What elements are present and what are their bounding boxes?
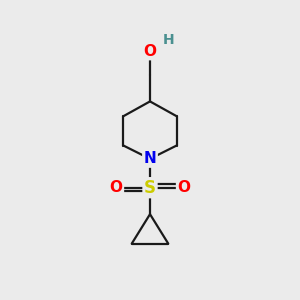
Text: H: H	[162, 34, 174, 47]
Text: O: O	[110, 180, 123, 195]
Text: O: O	[177, 180, 190, 195]
Text: N: N	[144, 151, 156, 166]
Text: S: S	[144, 179, 156, 197]
Text: O: O	[143, 44, 157, 59]
